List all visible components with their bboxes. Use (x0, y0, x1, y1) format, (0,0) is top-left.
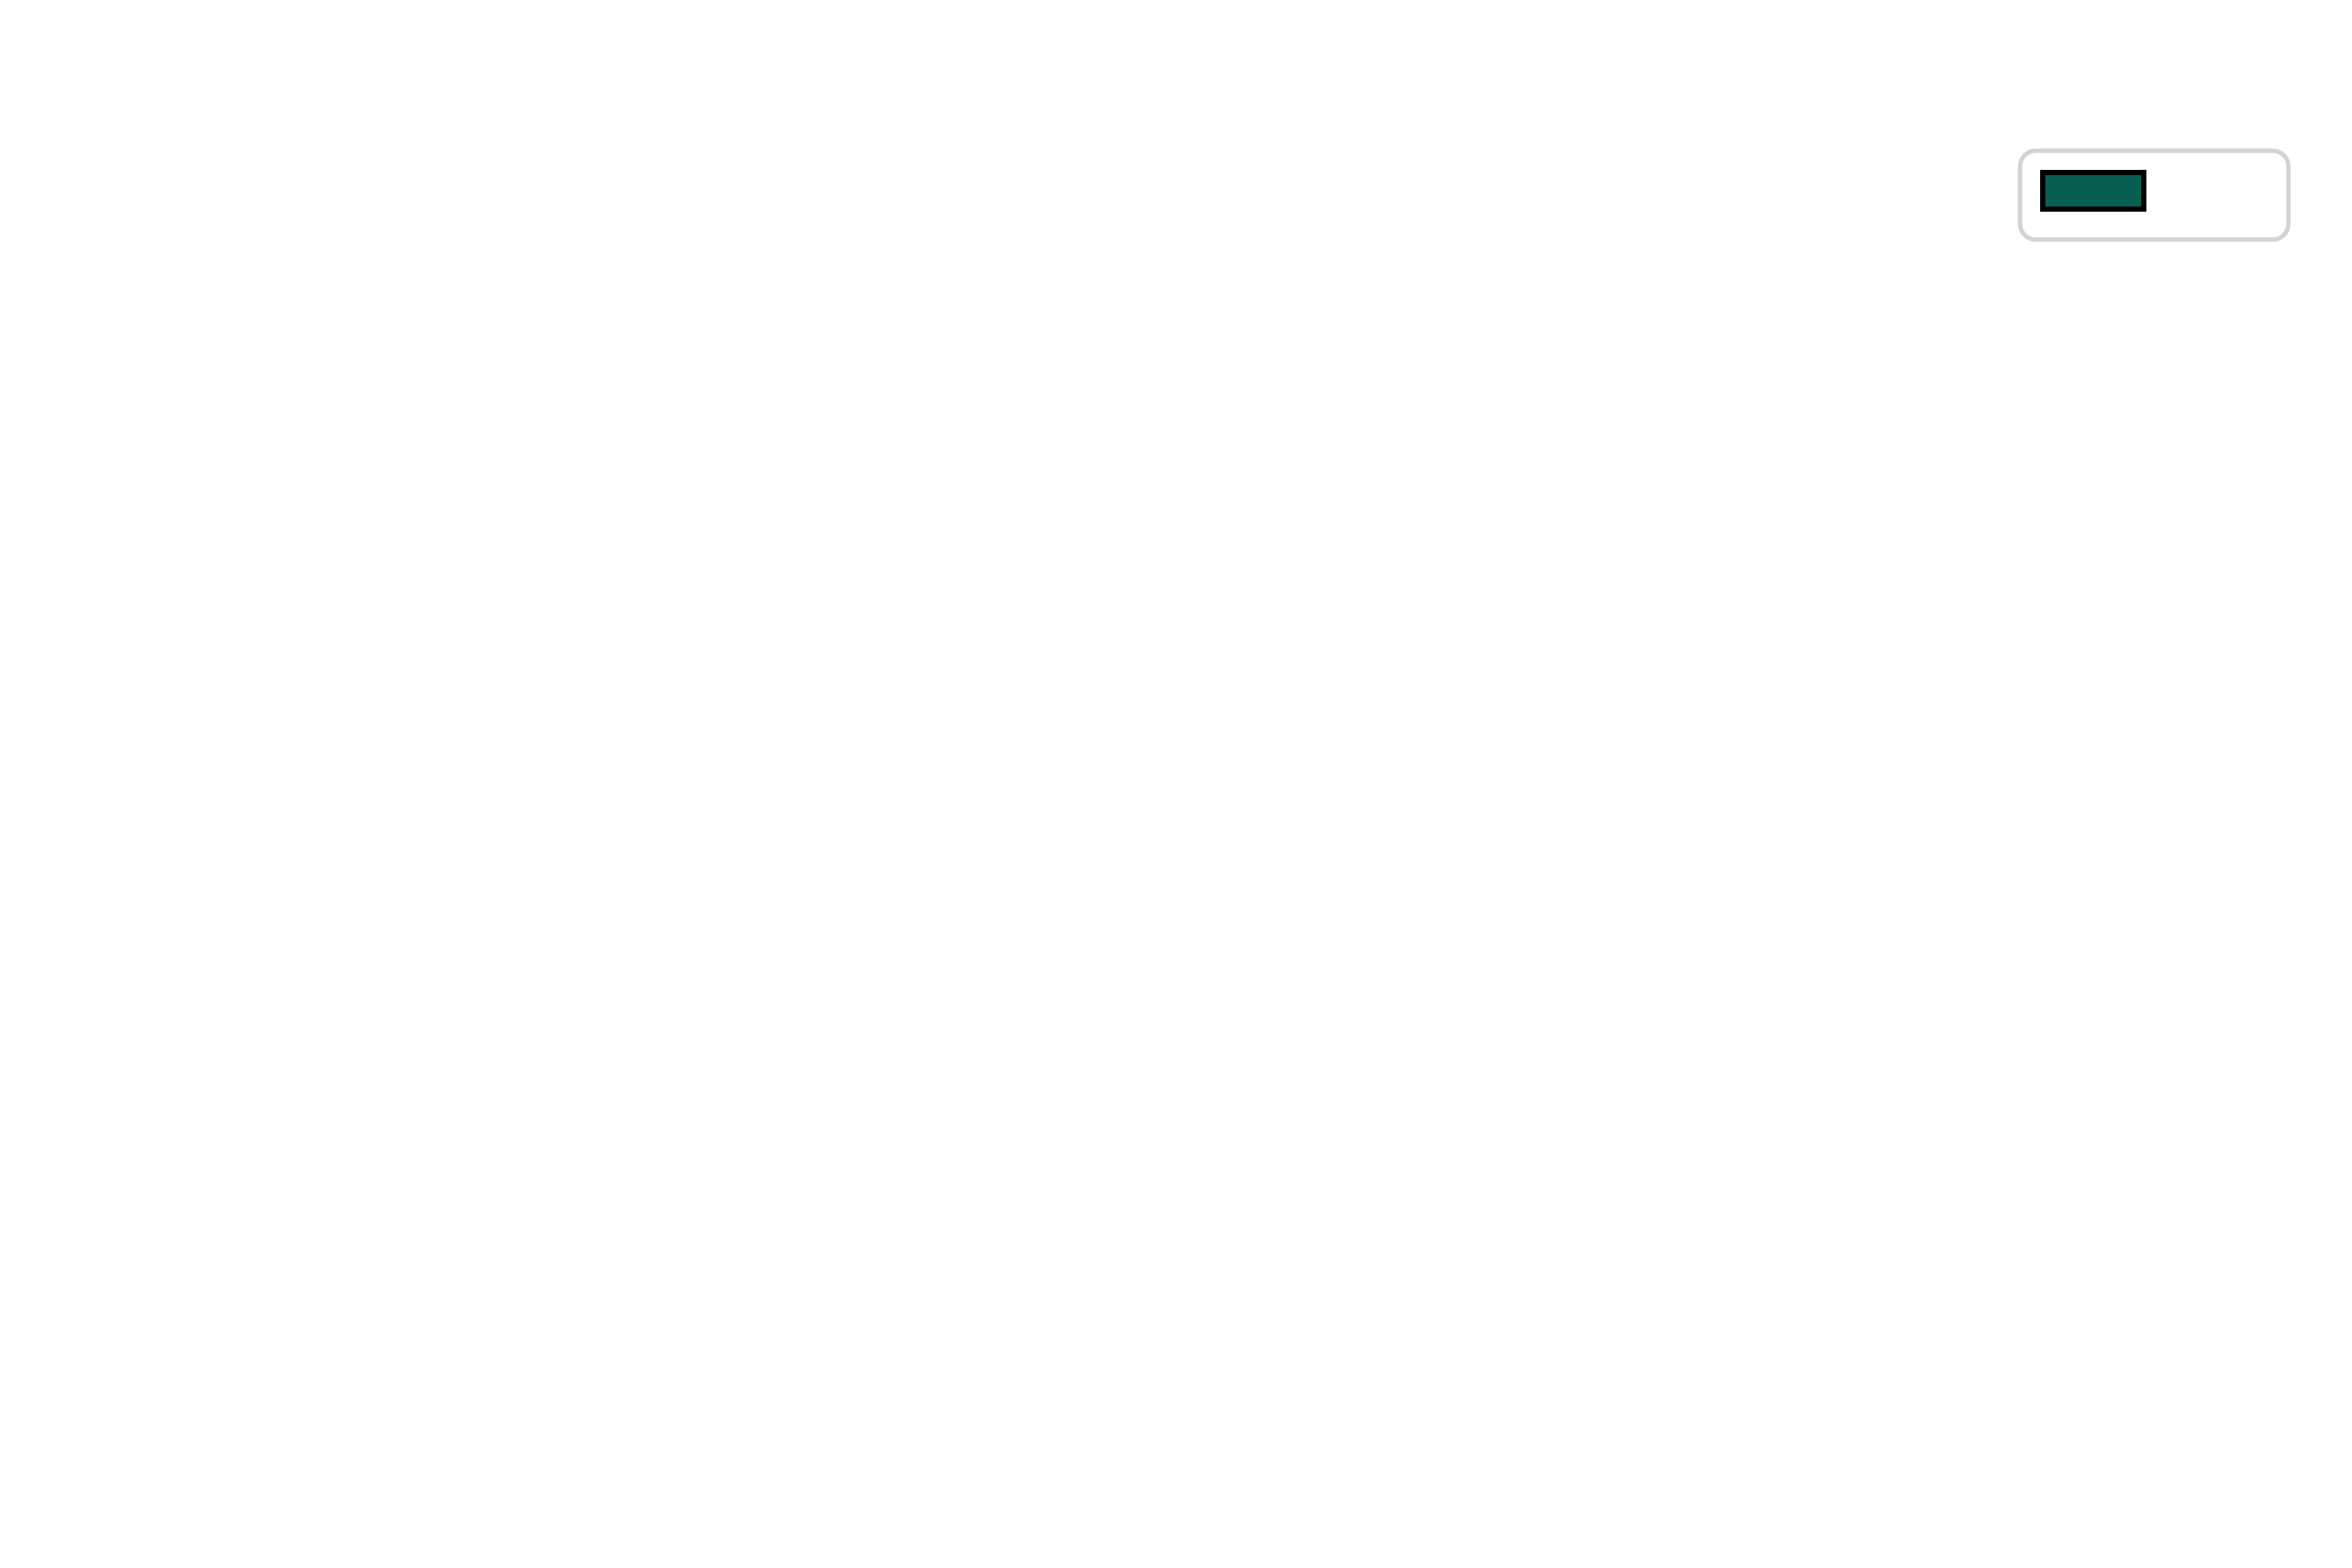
legend (2017, 148, 2291, 242)
legend-swatch (2040, 170, 2146, 212)
